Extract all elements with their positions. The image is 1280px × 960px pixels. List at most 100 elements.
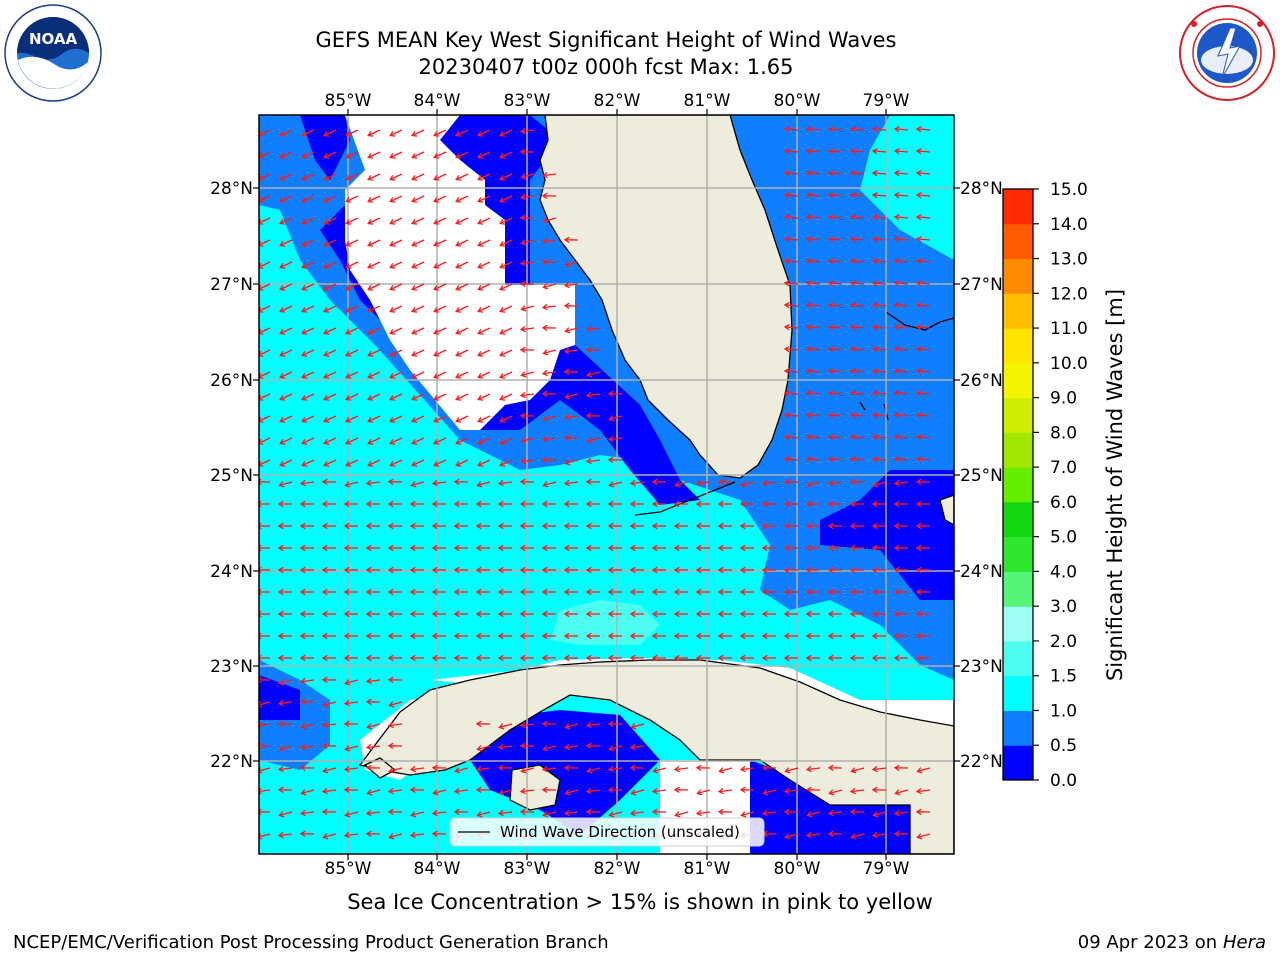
wave-direction-arrowhead (585, 346, 592, 354)
wave-direction-arrow (894, 216, 909, 219)
wave-direction-arrow (389, 151, 403, 159)
wave-direction-arrowhead (323, 262, 330, 269)
wave-direction-arrow (259, 415, 271, 422)
wave-direction-arrowhead (827, 764, 834, 772)
wave-direction-arrowhead (651, 544, 658, 552)
wave-direction-arrowhead (259, 240, 264, 247)
colorbar-band (1003, 640, 1033, 677)
wave-direction-arrow (389, 415, 403, 423)
wave-direction-arrowhead (915, 236, 922, 243)
wave-direction-arrowhead (301, 152, 308, 159)
wave-direction-arrowhead (607, 566, 614, 574)
wave-direction-arrowhead (541, 324, 548, 332)
wave-direction-arrowhead (585, 500, 592, 508)
wave-direction-arrowhead (277, 544, 284, 552)
wave-direction-arrowhead (277, 786, 284, 794)
wave-direction-arrow (631, 745, 645, 749)
wave-direction-arrowhead (411, 460, 418, 467)
wave-direction-arrowhead (608, 811, 615, 818)
wave-direction-arrow (279, 129, 293, 137)
wave-direction-arrow (301, 459, 315, 467)
wave-direction-arrowhead (345, 372, 352, 379)
wave-direction-arrow (411, 481, 425, 487)
wave-direction-arrow (543, 415, 557, 421)
wave-direction-arrowhead (739, 654, 746, 662)
wave-direction-arrow (345, 833, 359, 837)
wave-direction-arrowhead (301, 174, 308, 181)
wave-direction-arrowhead (871, 765, 878, 773)
colorbar-band (1003, 432, 1033, 468)
wave-direction-arrowhead (893, 390, 900, 397)
wave-direction-arrowhead (455, 240, 462, 247)
wave-direction-arrowhead (607, 632, 614, 640)
wave-direction-arrow (279, 217, 293, 225)
wave-direction-arrowhead (431, 764, 438, 772)
wave-direction-arrowhead (916, 767, 923, 774)
wave-direction-arrowhead (915, 632, 922, 640)
colorbar-tick-label: 11.0 (1050, 319, 1088, 339)
wave-direction-arrowhead (411, 416, 418, 423)
wave-direction-arrowhead (475, 786, 482, 794)
wave-direction-arrow (499, 129, 513, 137)
wave-direction-arrowhead (475, 720, 482, 728)
wave-direction-arrowhead (608, 481, 615, 488)
wave-direction-arrowhead (519, 280, 526, 288)
wave-direction-arrow (455, 151, 469, 159)
wave-direction-arrowhead (893, 258, 900, 265)
wave-direction-arrowhead (323, 130, 330, 137)
wave-direction-arrowhead (629, 654, 636, 662)
colorbar-band (1003, 675, 1033, 711)
wave-direction-arrowhead (345, 174, 352, 181)
wave-direction-arrow (894, 238, 909, 241)
wave-direction-arrowhead (695, 809, 702, 817)
wave-direction-arrow (477, 195, 491, 203)
wave-direction-arrow (916, 260, 931, 263)
wave-direction-arrowhead (259, 438, 264, 445)
wave-direction-arrowhead (651, 588, 658, 596)
wave-direction-arrow (873, 481, 887, 487)
wave-direction-arrowhead (455, 262, 462, 269)
wave-direction-arrow (259, 239, 271, 246)
wave-direction-arrow (784, 304, 799, 307)
wave-direction-arrow (367, 371, 381, 379)
wave-direction-arrowhead (607, 500, 614, 508)
wave-direction-arrowhead (915, 434, 922, 441)
wave-direction-arrowhead (871, 192, 878, 199)
wave-direction-arrowhead (433, 328, 440, 335)
wave-direction-arrow (477, 371, 491, 379)
wave-direction-arrowhead (651, 500, 658, 508)
colorbar-tick-label: 1.0 (1050, 701, 1077, 721)
wave-direction-arrow (455, 261, 469, 269)
wave-direction-arrowhead (849, 412, 856, 419)
wave-direction-arrowhead (739, 588, 746, 596)
wave-direction-arrow (279, 239, 293, 247)
wave-direction-arrow (367, 327, 381, 335)
wave-direction-arrowhead (321, 654, 328, 662)
wave-direction-arrowhead (783, 808, 790, 816)
wave-direction-arrowhead (389, 328, 396, 335)
wave-direction-arrowhead (849, 214, 856, 221)
wave-direction-arrowhead (299, 764, 306, 772)
wave-direction-arrow (521, 261, 535, 265)
wave-direction-arrow (872, 392, 887, 395)
wave-direction-arrowhead (871, 302, 878, 309)
wave-direction-arrow (872, 128, 887, 131)
wave-direction-arrow (477, 415, 491, 423)
wave-direction-arrowhead (541, 258, 548, 266)
wave-direction-arrowhead (519, 632, 526, 640)
wave-direction-arrow (872, 458, 887, 461)
wave-direction-arrowhead (651, 522, 658, 530)
wave-direction-arrowhead (344, 811, 351, 818)
wave-direction-arrowhead (827, 412, 834, 419)
wave-direction-arrow (455, 305, 469, 313)
wave-direction-arrow (499, 305, 513, 313)
wave-direction-arrowhead (455, 328, 462, 335)
colorbar-tick-label: 0.5 (1050, 736, 1077, 756)
wave-direction-arrowhead (519, 610, 526, 618)
wave-direction-arrowhead (695, 500, 702, 508)
wave-direction-arrowhead (431, 544, 438, 552)
wave-direction-arrowhead (259, 328, 264, 335)
wave-direction-arrowhead (674, 481, 681, 488)
wave-direction-arrowhead (409, 500, 416, 508)
wave-direction-arrowhead (695, 566, 702, 574)
